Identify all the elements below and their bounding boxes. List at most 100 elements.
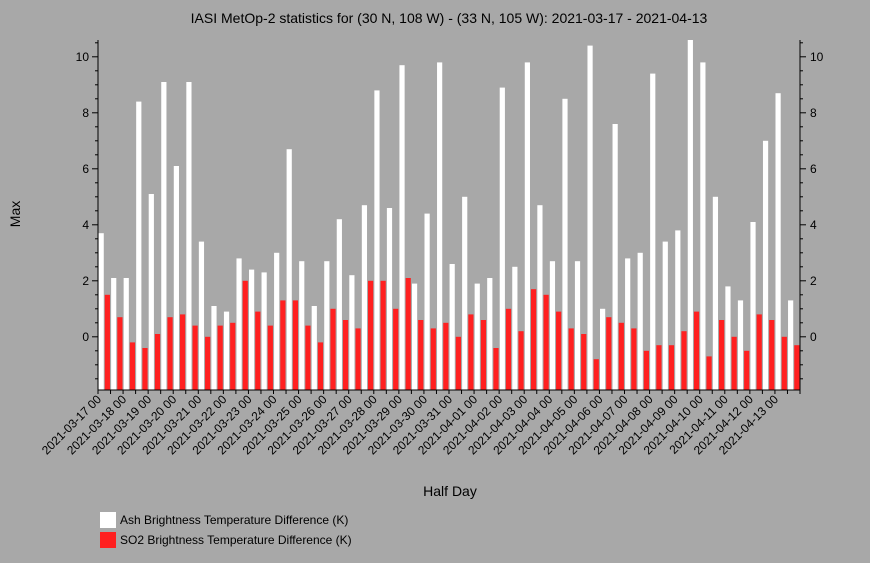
so2-bar-55: [794, 345, 800, 390]
ash-bar-9: [211, 306, 217, 390]
so2-bar-20: [355, 328, 361, 390]
so2-bar-17: [317, 342, 324, 390]
so2-bar-9: [217, 325, 223, 390]
so2-bar-26: [430, 328, 436, 390]
ash-bar-21: [361, 205, 368, 390]
y-tick-label-left: 8: [82, 106, 89, 120]
ash-bar-32: [499, 87, 505, 390]
ash-bar-39: [587, 45, 593, 390]
so2-bar-0: [104, 294, 110, 390]
y-tick-label-right: 8: [810, 106, 817, 120]
so2-bar-19: [342, 320, 349, 390]
ash-bar-35: [537, 205, 543, 390]
ash-bar-50: [725, 286, 731, 390]
so2-bar-21: [368, 280, 374, 390]
so2-bar-48: [706, 356, 712, 390]
so2-bar-11: [242, 280, 248, 390]
y-tick-label-right: 10: [810, 50, 824, 64]
chart-title: IASI MetOp-2 statistics for (30 N, 108 W…: [191, 10, 708, 26]
so2-bar-51: [744, 350, 750, 390]
so2-bar-25: [418, 320, 424, 390]
ash-bar-10: [223, 311, 230, 390]
legend: Ash Brightness Temperature Difference (K…: [100, 510, 352, 550]
ash-bar-30: [474, 283, 480, 390]
so2-bar-35: [543, 294, 549, 390]
y-tick-label-right: 0: [810, 330, 817, 344]
ash-bar-17: [311, 306, 317, 390]
so2-bar-38: [581, 334, 587, 390]
ash-bar-43: [637, 252, 643, 390]
legend-label-so2: SO2 Brightness Temperature Difference (K…: [120, 533, 352, 547]
so2-bar-49: [719, 320, 725, 390]
so2-bar-47: [693, 311, 700, 390]
ash-bar-7: [186, 82, 192, 390]
so2-bar-34: [530, 289, 537, 390]
ash-bar-48: [700, 62, 706, 391]
ash-bar-23: [386, 208, 393, 390]
ash-bar-55: [788, 300, 794, 390]
ash-bar-4: [148, 194, 154, 390]
so2-bar-45: [668, 345, 675, 390]
so2-bar-52: [756, 314, 762, 390]
y-tick-label-right: 2: [810, 274, 817, 288]
legend-swatch-ash: [100, 512, 116, 528]
ash-bar-26: [424, 213, 430, 390]
so2-bar-43: [643, 350, 649, 390]
ash-bar-15: [286, 149, 292, 390]
y-tick-label-left: 6: [82, 162, 89, 176]
ash-bar-46: [675, 230, 681, 390]
ash-bar-18: [324, 261, 330, 390]
ash-bar-14: [274, 252, 280, 390]
ash-bar-34: [524, 62, 530, 391]
y-tick-label-left: 4: [82, 218, 89, 232]
ash-bar-53: [762, 140, 769, 390]
so2-bar-2: [129, 342, 136, 390]
so2-bar-54: [781, 336, 787, 390]
so2-bar-10: [230, 322, 236, 390]
ash-bar-29: [462, 196, 468, 390]
legend-item-so2: SO2 Brightness Temperature Difference (K…: [100, 530, 352, 550]
so2-bar-36: [556, 311, 562, 390]
y-tick-label-left: 0: [82, 330, 89, 344]
ash-bar-13: [261, 272, 267, 390]
so2-bar-31: [493, 348, 499, 390]
so2-bar-44: [656, 345, 662, 390]
so2-bar-30: [480, 320, 487, 390]
so2-bar-7: [192, 325, 198, 390]
so2-bar-4: [154, 334, 161, 390]
ash-bar-42: [625, 258, 631, 390]
so2-bar-29: [468, 314, 474, 390]
so2-bar-28: [455, 336, 461, 390]
ash-bar-52: [750, 222, 756, 390]
legend-swatch-so2: [100, 532, 116, 548]
so2-bar-50: [731, 336, 737, 390]
ash-bar-22: [374, 90, 380, 391]
ash-bar-12: [249, 269, 255, 390]
so2-bar-39: [593, 359, 599, 390]
y-tick-label-right: 4: [810, 218, 817, 232]
y-axis-label: Max: [7, 201, 23, 227]
ash-bar-40: [600, 308, 606, 390]
ash-bar-51: [737, 300, 744, 390]
so2-bar-46: [681, 331, 687, 390]
ash-bar-41: [612, 124, 618, 390]
so2-bar-18: [330, 308, 336, 390]
so2-bar-12: [255, 311, 261, 390]
so2-bar-37: [568, 328, 574, 390]
ash-bar-8: [198, 241, 205, 390]
ash-bar-20: [349, 275, 355, 390]
so2-bar-53: [769, 320, 775, 390]
so2-bar-1: [117, 317, 123, 390]
so2-bar-24: [405, 278, 411, 390]
legend-label-ash: Ash Brightness Temperature Difference (K…: [120, 513, 349, 527]
ash-bar-16: [299, 261, 305, 390]
ash-bar-33: [512, 266, 518, 390]
so2-bar-22: [380, 280, 386, 390]
ash-bar-49: [712, 196, 719, 390]
so2-bar-42: [631, 328, 637, 390]
ash-bar-3: [136, 101, 142, 390]
ash-bar-27: [437, 62, 443, 391]
so2-bar-8: [205, 336, 211, 390]
bars-group: [98, 40, 800, 391]
